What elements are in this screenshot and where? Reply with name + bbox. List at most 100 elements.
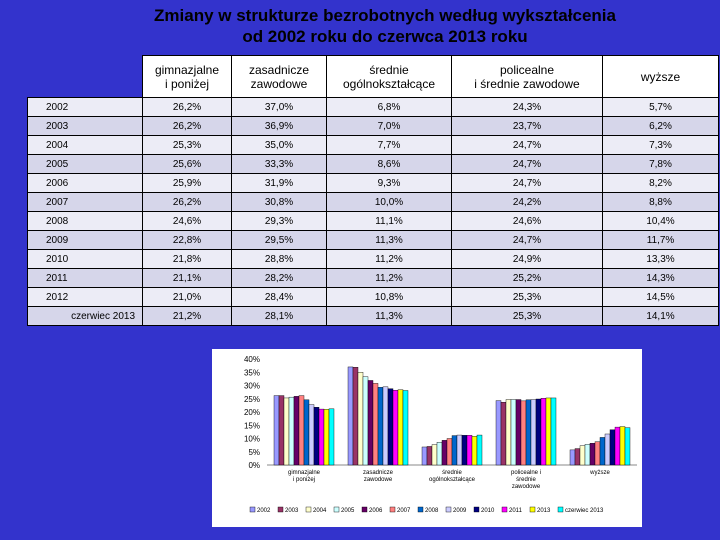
bar-4-11 bbox=[624, 427, 631, 466]
row-year: 2002 bbox=[27, 97, 143, 117]
bar-4-9 bbox=[614, 426, 621, 466]
title-line-2: od 2002 roku do czerwca 2013 roku bbox=[242, 27, 528, 46]
column-header: policealne i średnie zawodowe bbox=[451, 55, 603, 98]
table-cell: 25,2% bbox=[451, 268, 603, 288]
row-year: 2005 bbox=[27, 154, 143, 174]
bar-4-7 bbox=[604, 433, 611, 466]
legend-swatch bbox=[501, 506, 508, 513]
bar-1-6 bbox=[377, 387, 384, 466]
table-header-row: gimnazjalne i poniżej zasadnicze zawodowe… bbox=[28, 55, 719, 98]
table-cell: 23,7% bbox=[451, 116, 603, 136]
education-table: gimnazjalne i poniżej zasadnicze zawodowe… bbox=[27, 55, 719, 326]
table-row: 2012 21,0% 28,4% 10,8% 25,3% 14,5% bbox=[27, 287, 719, 307]
table-cell: 11,2% bbox=[326, 268, 452, 288]
table-cell: 24,7% bbox=[451, 135, 603, 155]
table-cell: 24,3% bbox=[451, 97, 603, 117]
table-row: 2010 21,8% 28,8% 11,2% 24,9% 13,3% bbox=[27, 249, 719, 269]
row-year: czerwiec 2013 bbox=[27, 306, 143, 326]
bar-1-9 bbox=[392, 390, 399, 466]
table-row: 2004 25,3% 35,0% 7,7% 24,7% 7,3% bbox=[27, 135, 719, 155]
table-cell: 10,0% bbox=[326, 192, 452, 212]
bar-1-8 bbox=[387, 388, 394, 466]
bar-2-7 bbox=[456, 434, 463, 466]
bar-0-0 bbox=[273, 395, 280, 466]
table-cell: 5,7% bbox=[602, 97, 719, 117]
x-tick-label: wyższe bbox=[589, 470, 610, 476]
legend-swatch bbox=[361, 506, 368, 513]
bar-2-0 bbox=[421, 446, 428, 466]
table-cell: 36,9% bbox=[231, 116, 327, 136]
table-cell: 6,8% bbox=[326, 97, 452, 117]
table-cell: 11,7% bbox=[602, 230, 719, 250]
bar-3-7 bbox=[530, 399, 537, 466]
title-line-1: Zmiany w strukturze bezrobotnych według … bbox=[154, 6, 616, 25]
row-year: 2008 bbox=[27, 211, 143, 231]
bar-1-10 bbox=[397, 389, 404, 466]
table-cell: 8,6% bbox=[326, 154, 452, 174]
bar-3-3 bbox=[510, 399, 517, 466]
column-header: gimnazjalne i poniżej bbox=[142, 55, 232, 98]
legend-label: 2011 bbox=[509, 508, 523, 514]
table-row: 2007 26,2% 30,8% 10,0% 24,2% 8,8% bbox=[27, 192, 719, 212]
x-tick-label: zasadnicze zawodowe bbox=[363, 470, 394, 483]
table-cell: 7,7% bbox=[326, 135, 452, 155]
bar-3-4 bbox=[515, 399, 522, 466]
legend-swatch bbox=[417, 506, 424, 513]
table-cell: 28,1% bbox=[231, 306, 327, 326]
bar-0-5 bbox=[298, 395, 305, 466]
bar-2-10 bbox=[471, 436, 478, 466]
row-year: 2003 bbox=[27, 116, 143, 136]
legend-label: 2007 bbox=[397, 508, 411, 514]
legend-swatch bbox=[333, 506, 340, 513]
bar-0-4 bbox=[293, 396, 300, 466]
table-cell: 14,3% bbox=[602, 268, 719, 288]
legend-swatch bbox=[305, 506, 312, 513]
table-cell: 24,9% bbox=[451, 249, 603, 269]
table-cell: 21,0% bbox=[142, 287, 232, 307]
table-cell: 21,2% bbox=[142, 306, 232, 326]
bar-0-11 bbox=[328, 408, 335, 466]
table-cell: 24,6% bbox=[451, 211, 603, 231]
bar-2-4 bbox=[441, 440, 448, 466]
bar-3-1 bbox=[500, 401, 507, 466]
y-tick-label: 20% bbox=[244, 408, 260, 417]
table-cell: 11,3% bbox=[326, 230, 452, 250]
x-tick-label: gimnazjalne i poniżej bbox=[288, 470, 321, 483]
bar-1-7 bbox=[382, 386, 389, 466]
table-cell: 11,2% bbox=[326, 249, 452, 269]
table-cell: 25,3% bbox=[142, 135, 232, 155]
table-row: 2006 25,9% 31,9% 9,3% 24,7% 8,2% bbox=[27, 173, 719, 193]
legend-label: 2002 bbox=[257, 508, 271, 514]
legend-label: 2005 bbox=[341, 508, 355, 514]
bar-4-0 bbox=[569, 449, 576, 466]
table-corner bbox=[28, 56, 143, 98]
y-tick-label: 0% bbox=[248, 461, 260, 470]
bar-4-8 bbox=[609, 429, 616, 466]
bar-1-5 bbox=[372, 383, 379, 466]
table-cell: 26,2% bbox=[142, 97, 232, 117]
table-cell: 7,0% bbox=[326, 116, 452, 136]
bar-0-6 bbox=[303, 399, 310, 466]
legend-label: 2006 bbox=[369, 508, 383, 514]
column-header: zasadnicze zawodowe bbox=[231, 55, 327, 98]
row-year: 2007 bbox=[27, 192, 143, 212]
table-cell: 30,8% bbox=[231, 192, 327, 212]
bar-3-8 bbox=[535, 398, 542, 466]
table-cell: 7,3% bbox=[602, 135, 719, 155]
y-tick-label: 10% bbox=[244, 435, 260, 444]
table-row: 2008 24,6% 29,3% 11,1% 24,6% 10,4% bbox=[27, 211, 719, 231]
table-cell: 29,3% bbox=[231, 211, 327, 231]
y-tick-label: 5% bbox=[248, 448, 260, 457]
table-cell: 33,3% bbox=[231, 154, 327, 174]
table-row: 2009 22,8% 29,5% 11,3% 24,7% 11,7% bbox=[27, 230, 719, 250]
legend-swatch bbox=[277, 506, 284, 513]
bar-3-9 bbox=[540, 398, 547, 466]
bar-2-11 bbox=[476, 434, 483, 466]
table-cell: 11,3% bbox=[326, 306, 452, 326]
bar-3-0 bbox=[495, 400, 502, 466]
legend-label: 2009 bbox=[453, 508, 467, 514]
bar-4-6 bbox=[599, 437, 606, 466]
table-cell: 25,3% bbox=[451, 287, 603, 307]
table-row: czerwiec 2013 21,2% 28,1% 11,3% 25,3% 14,1% bbox=[27, 306, 719, 326]
table-cell: 10,8% bbox=[326, 287, 452, 307]
